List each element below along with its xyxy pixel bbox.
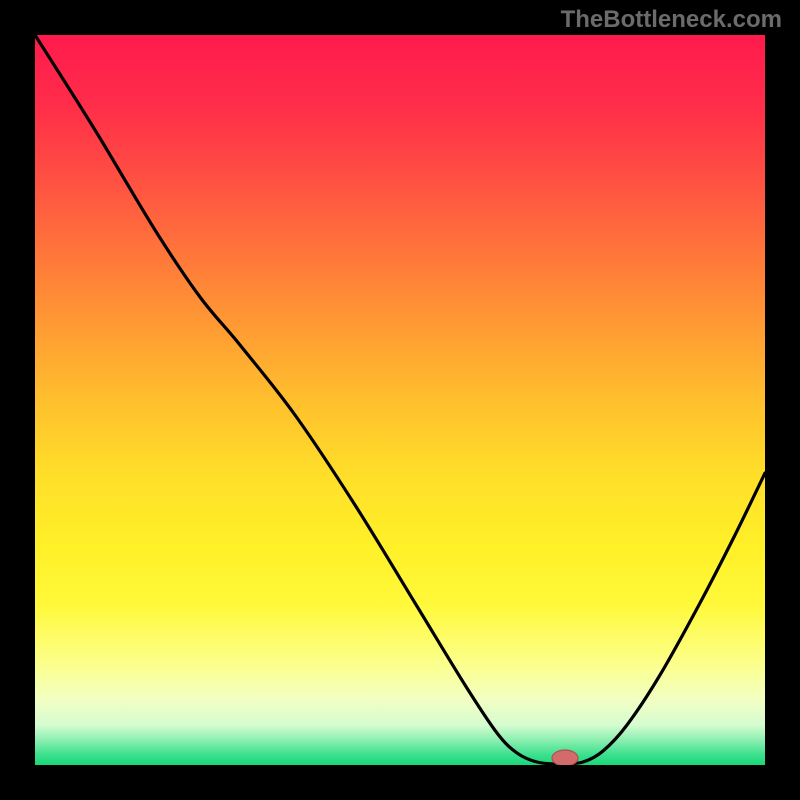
plot-svg xyxy=(35,35,765,765)
chart-frame: TheBottleneck.com xyxy=(0,0,800,800)
optimum-marker xyxy=(552,750,578,765)
plot-area xyxy=(35,35,765,765)
gradient-background xyxy=(35,35,765,765)
watermark-text: TheBottleneck.com xyxy=(561,6,782,34)
